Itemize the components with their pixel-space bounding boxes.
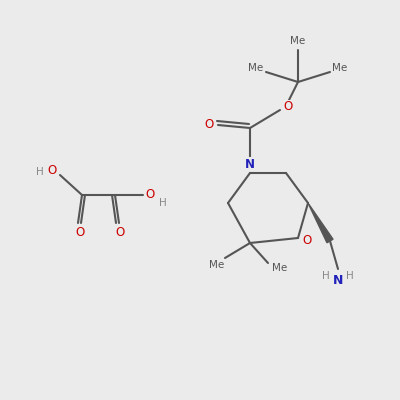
Text: O: O [145, 188, 155, 202]
Text: Me: Me [290, 36, 306, 46]
Text: O: O [204, 118, 214, 130]
Text: H: H [322, 271, 330, 281]
Text: N: N [333, 274, 343, 288]
Text: H: H [346, 271, 354, 281]
Text: Me: Me [272, 263, 288, 273]
Text: Me: Me [248, 63, 264, 73]
Polygon shape [308, 203, 333, 243]
Text: N: N [245, 158, 255, 170]
Text: O: O [302, 234, 312, 248]
Text: H: H [36, 167, 44, 177]
Text: O: O [75, 226, 84, 238]
Text: O: O [283, 100, 293, 114]
Text: Me: Me [209, 260, 225, 270]
Text: Me: Me [332, 63, 348, 73]
Text: O: O [115, 226, 125, 238]
Text: O: O [47, 164, 57, 176]
Text: H: H [159, 198, 167, 208]
